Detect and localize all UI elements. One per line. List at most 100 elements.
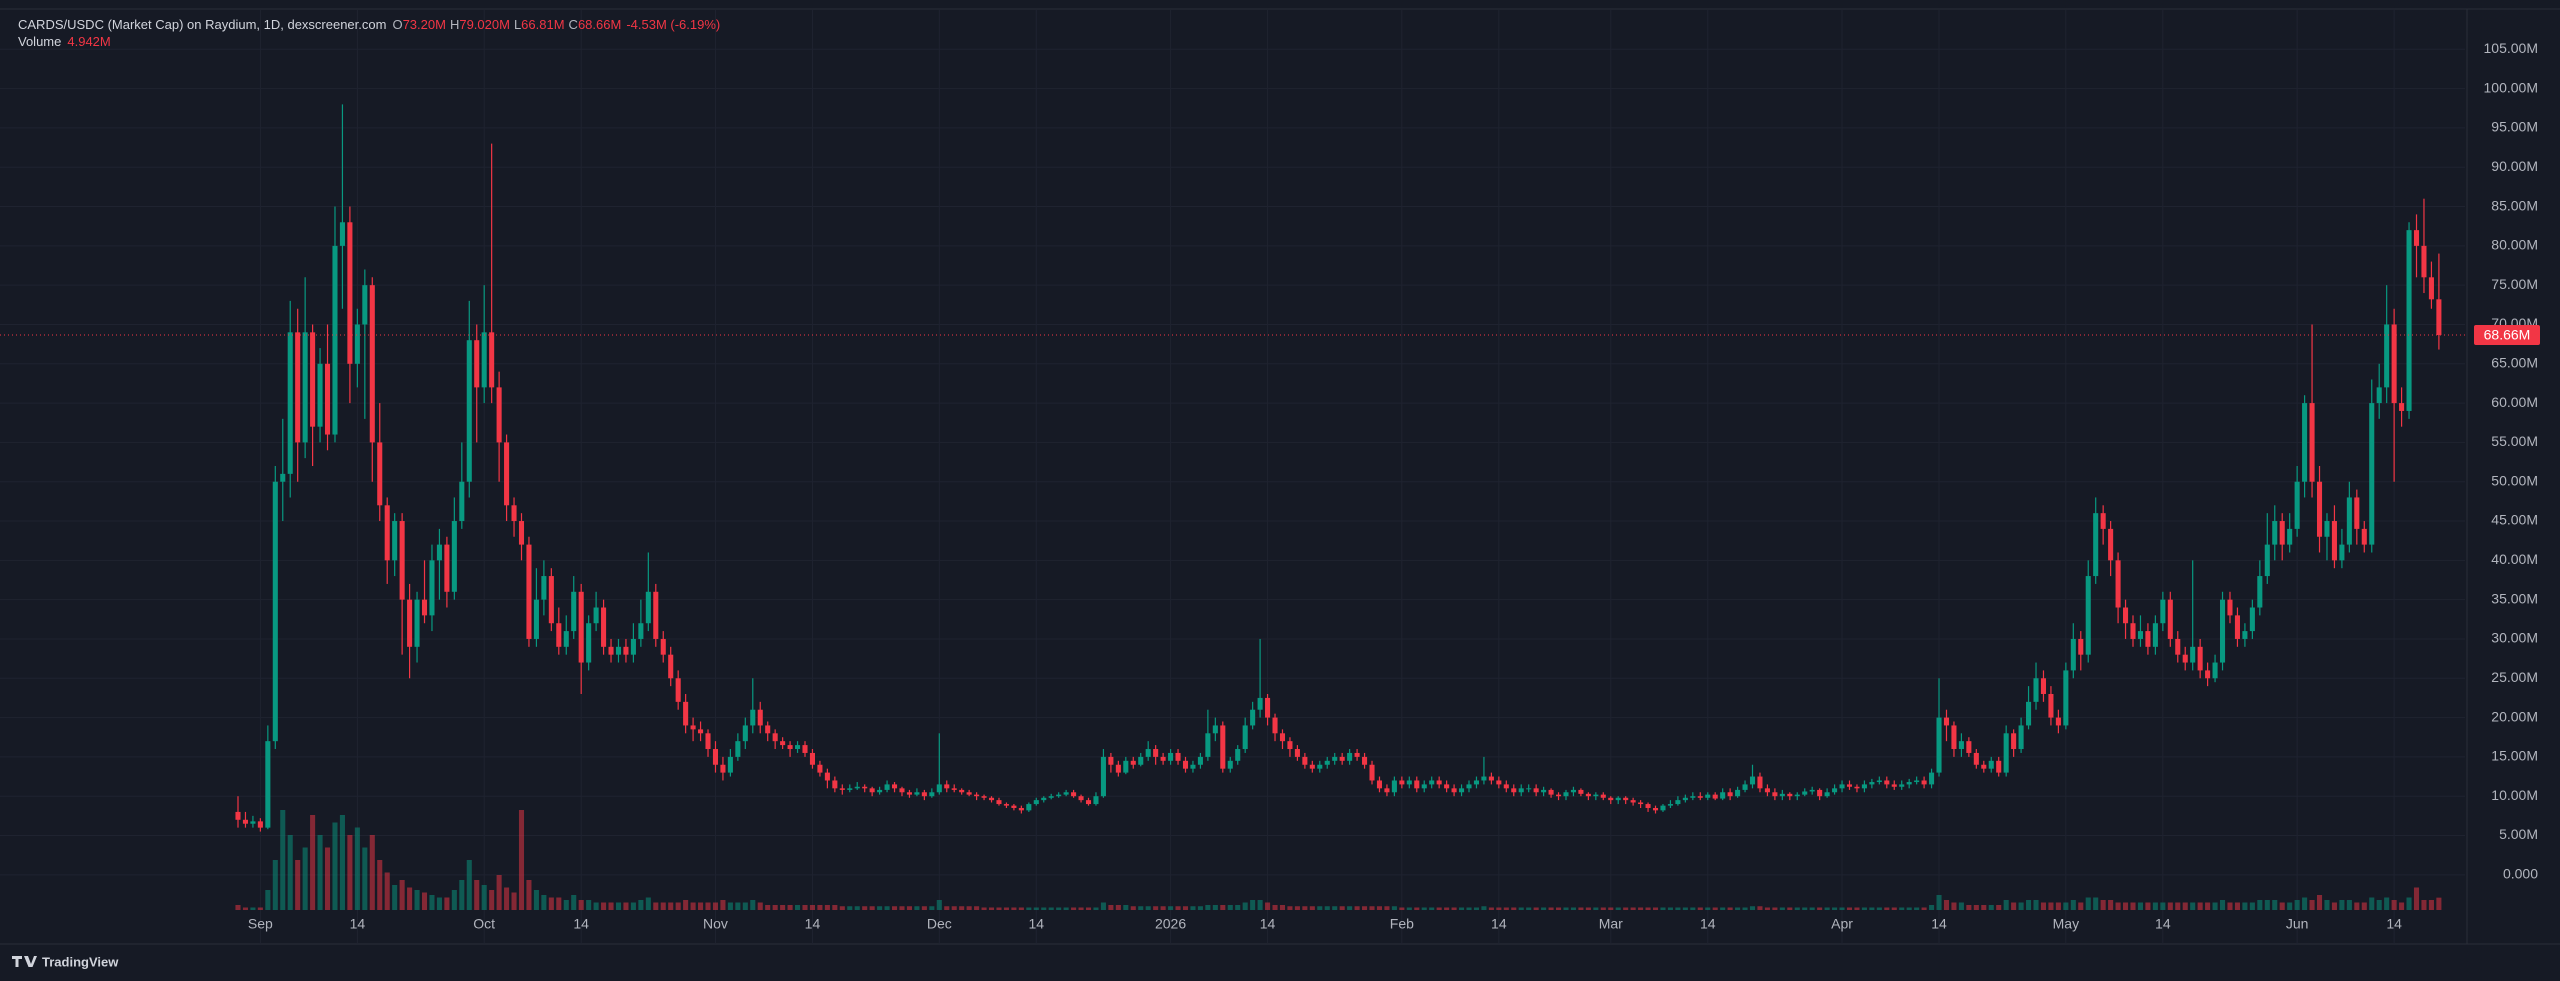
candle-body: [586, 623, 592, 663]
candle-body: [1839, 784, 1845, 789]
candle-body: [623, 646, 629, 655]
ohlc-label: H: [450, 17, 459, 32]
candle-body: [1869, 782, 1875, 785]
candle-body: [914, 792, 920, 795]
candle-body: [1242, 725, 1248, 750]
candle-body: [578, 591, 584, 663]
candle-body: [1705, 794, 1711, 798]
volume-bar: [720, 900, 726, 910]
y-tick-label: 5.00M: [2499, 826, 2538, 842]
volume-bar: [429, 895, 435, 910]
candle-body: [1787, 793, 1793, 797]
volume-bar: [1205, 905, 1211, 910]
candle-body: [242, 819, 248, 824]
ohlc-value: 66.81M: [521, 17, 564, 32]
candle-body: [2055, 717, 2061, 726]
candle-body: [1526, 788, 1532, 790]
candle-body: [1593, 794, 1599, 797]
candle-body: [1406, 780, 1412, 785]
candle-body: [2309, 403, 2315, 482]
volume-bar: [302, 847, 308, 910]
volume-bar: [1093, 907, 1099, 910]
candle-body: [1459, 788, 1465, 793]
volume-bar: [1384, 906, 1390, 910]
candle-body: [1936, 717, 1942, 773]
volume-bar: [1429, 907, 1435, 910]
volume-bar: [1033, 907, 1039, 910]
candle-body: [1130, 760, 1136, 765]
candle-body: [1563, 792, 1569, 797]
x-tick-label: 14: [1491, 916, 1507, 932]
candle-body: [1391, 780, 1397, 793]
candle-body: [1481, 776, 1487, 781]
volume-bar: [2070, 900, 2076, 910]
candle-body: [2137, 631, 2143, 639]
volume-bar: [1347, 906, 1353, 910]
candle-body: [2234, 615, 2240, 639]
volume-bar: [526, 880, 532, 910]
volume-bar: [1720, 907, 1726, 910]
candle-body: [2100, 513, 2106, 529]
volume-bar: [615, 902, 622, 910]
candle-body: [1794, 794, 1800, 797]
volume-bar: [2264, 900, 2270, 910]
candle-body: [302, 332, 308, 443]
volume-bar: [1227, 905, 1233, 910]
volume-bar: [1652, 907, 1659, 910]
volume-bar: [339, 815, 345, 910]
candle-body: [1287, 741, 1293, 750]
volume-bar: [981, 907, 987, 910]
volume-bar: [1638, 907, 1644, 910]
volume-bar: [1570, 907, 1576, 910]
volume-bar: [1712, 907, 1718, 910]
volume-bar: [1421, 907, 1427, 910]
candle-body: [548, 576, 554, 624]
volume-bar: [929, 906, 935, 910]
volume-bar: [1914, 907, 1920, 910]
volume-bar: [541, 895, 547, 910]
volume-bar: [1876, 907, 1882, 910]
candle-body: [1735, 789, 1741, 797]
candle-body: [1518, 788, 1524, 793]
candle-body: [1764, 788, 1770, 793]
x-tick-label: Apr: [1831, 916, 1853, 932]
volume-bar: [2100, 900, 2106, 910]
volume-bar: [2316, 895, 2323, 910]
watermark-text: TradingView: [42, 954, 119, 969]
volume-bar: [712, 902, 719, 910]
volume-bar: [1548, 907, 1554, 910]
candle-body: [847, 788, 853, 790]
candle-body: [504, 442, 510, 506]
volume-bar: [1600, 907, 1606, 910]
candle-body: [1138, 756, 1144, 765]
volume-pane: [235, 810, 2442, 910]
volume-bar: [1981, 905, 1987, 910]
candle-body: [2197, 646, 2203, 671]
volume-bar: [1115, 905, 1121, 910]
volume-bar: [1041, 907, 1047, 910]
volume-bar: [1690, 907, 1696, 910]
volume-bar: [1473, 907, 1479, 910]
candle-body: [824, 772, 830, 781]
volume-bar: [638, 900, 644, 910]
volume-bar: [1966, 905, 1972, 910]
candle-body: [1294, 749, 1300, 757]
volume-bar: [593, 902, 599, 910]
volume-bar: [1943, 900, 1950, 910]
volume-bar: [966, 906, 972, 910]
candle-body: [2354, 497, 2360, 529]
candle-body: [1466, 784, 1472, 789]
x-tick-label: 14: [573, 916, 589, 932]
volume-bar: [1220, 905, 1226, 910]
candle-body: [2316, 481, 2323, 537]
volume-bar: [369, 835, 375, 910]
candle-body: [1339, 756, 1345, 761]
volume-bar: [1324, 906, 1330, 910]
candle-body: [705, 733, 711, 750]
candle-body: [1503, 784, 1509, 789]
x-tick-label: Jun: [2286, 916, 2309, 932]
candle-body: [906, 792, 912, 795]
volume-bar: [556, 897, 562, 910]
candle-body: [1332, 756, 1338, 761]
volume-bar: [2428, 900, 2434, 910]
